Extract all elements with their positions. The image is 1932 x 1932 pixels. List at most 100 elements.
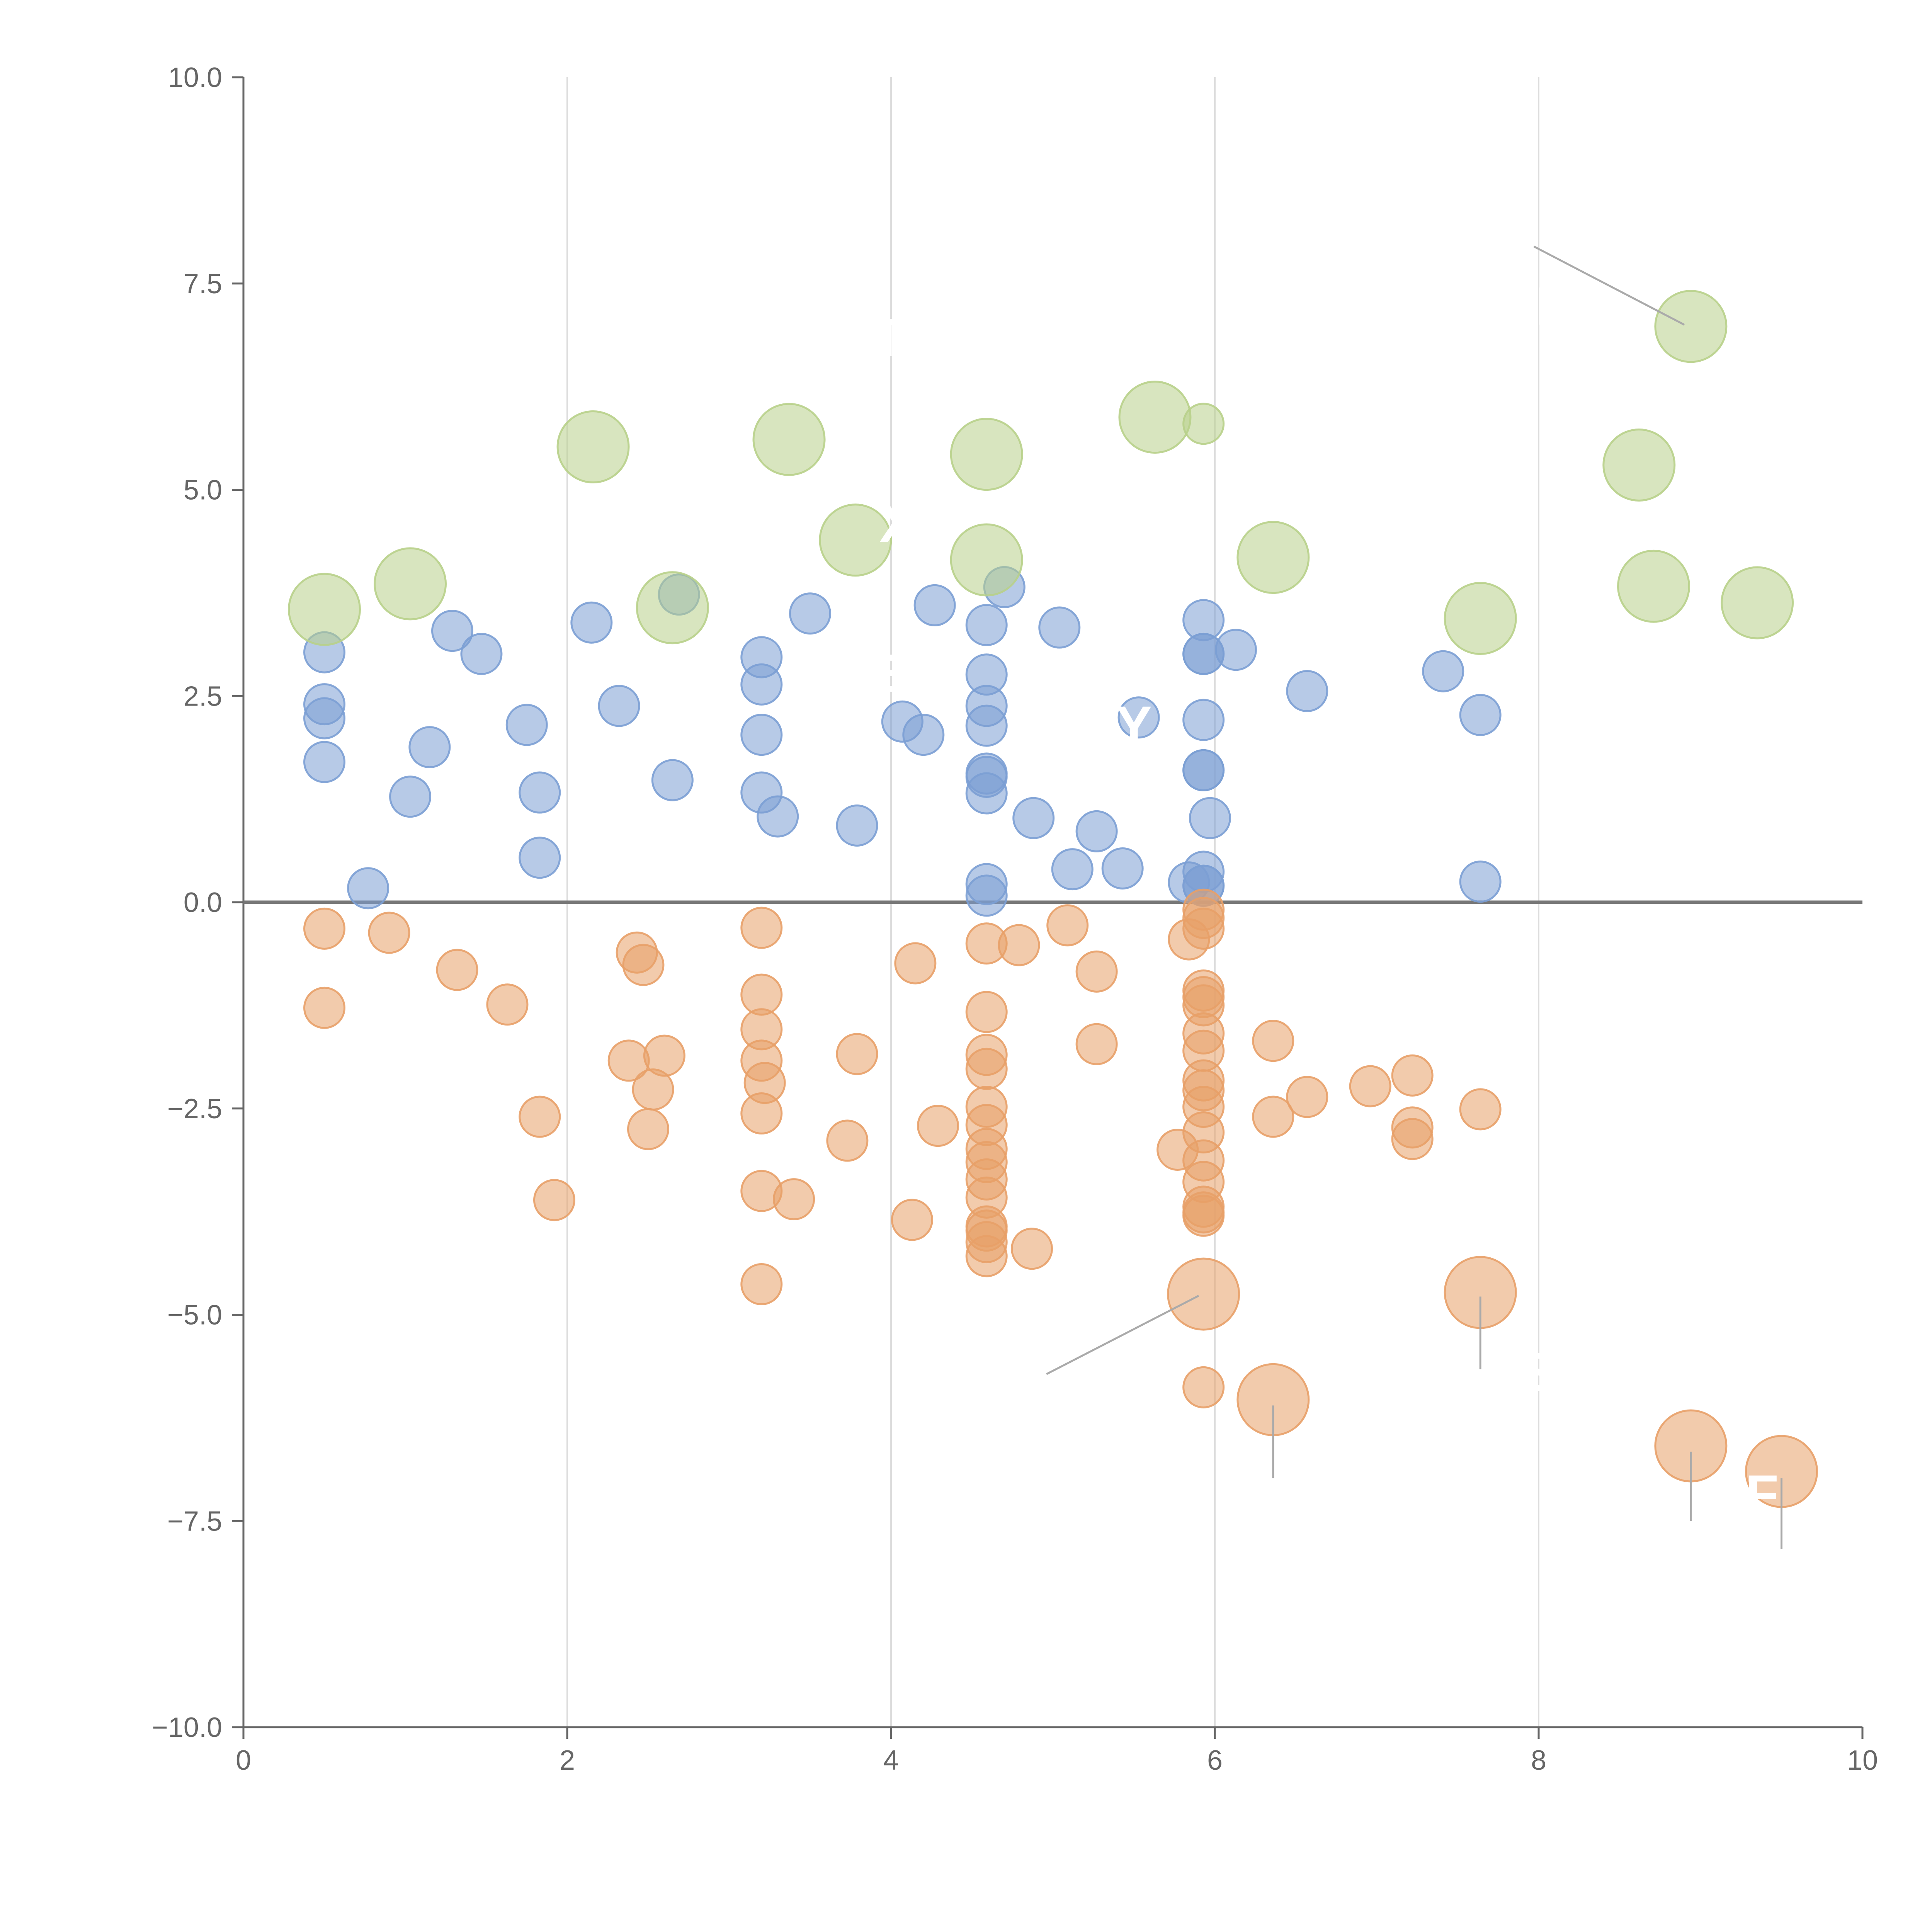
- blue-point: [902, 714, 945, 756]
- x-tick-label: 0: [236, 1745, 251, 1776]
- annotation-label: T: [871, 307, 905, 368]
- annotation-label: B: [1689, 607, 1728, 668]
- blue-point: [651, 759, 694, 801]
- green-big-point: [950, 523, 1023, 597]
- orange-point: [519, 1095, 561, 1138]
- blue-point: [519, 837, 561, 879]
- orange-point: [917, 1105, 959, 1147]
- orange-point: [436, 949, 478, 991]
- green-big-point: [1444, 582, 1517, 655]
- orange-point: [740, 1092, 783, 1135]
- blue-point: [740, 663, 783, 706]
- blue-point: [757, 795, 799, 838]
- annotation-label: I: [1525, 173, 1540, 233]
- orange-point: [1182, 1366, 1225, 1408]
- blue-point: [347, 867, 389, 910]
- blue-point: [789, 592, 831, 635]
- blue-point: [965, 704, 1008, 747]
- green-big-point: [752, 403, 826, 476]
- annotation-label: Y: [1116, 695, 1152, 755]
- blue-point: [965, 874, 1008, 917]
- orange-point: [627, 1108, 669, 1150]
- annotation-label: E: [873, 643, 909, 704]
- green-big-point: [1721, 566, 1794, 639]
- leader-line: [1533, 245, 1685, 326]
- leader-line: [1046, 1295, 1199, 1375]
- annotation-label: S: [1517, 1342, 1553, 1402]
- orange-point: [1252, 1095, 1294, 1138]
- orange-point: [533, 1179, 575, 1221]
- orange-point: [1286, 1076, 1328, 1118]
- blue-point: [1012, 797, 1055, 839]
- axes: −10.0 −7.5 −5.0 −2.5 0.0 2.5 5.0 7.5 10.0 0 2 4 6 8 10: [152, 62, 1878, 1776]
- blue-point: [1038, 606, 1081, 649]
- blue-point: [1286, 670, 1328, 712]
- annotation-leaders: [1046, 245, 1782, 1549]
- blue-point: [303, 697, 345, 740]
- x-tick-label: 10: [1847, 1745, 1878, 1776]
- x-tick-label: 6: [1207, 1745, 1223, 1776]
- annotation-label: G: [915, 493, 957, 553]
- orange-point: [740, 906, 783, 949]
- blue-point: [1422, 650, 1464, 692]
- orange-point: [826, 1119, 869, 1162]
- green-big-point: [950, 418, 1023, 491]
- y-tick-label: −10.0: [152, 1712, 222, 1743]
- orange-point: [1182, 1069, 1225, 1112]
- orange-point: [773, 1178, 815, 1221]
- y-tick-label: −5.0: [167, 1300, 222, 1331]
- blue-point: [1051, 848, 1094, 891]
- orange-point: [1075, 950, 1118, 993]
- green-big-point: [1236, 521, 1310, 594]
- blue-point: [1117, 696, 1160, 739]
- orange-point: [1182, 897, 1225, 939]
- blue-point: [965, 772, 1008, 815]
- orange-point: [1252, 1020, 1294, 1062]
- blue-point: [1182, 749, 1225, 791]
- orange-point: [622, 944, 665, 986]
- green-big-point: [556, 410, 630, 483]
- orange-point: [894, 942, 937, 985]
- annotation-label: X: [879, 493, 915, 553]
- x-tick-label: 8: [1531, 1745, 1546, 1776]
- orange-point: [1182, 1191, 1225, 1234]
- y-tick-label: −2.5: [167, 1094, 222, 1124]
- orange-point: [891, 1199, 933, 1241]
- blue-point: [1459, 694, 1502, 736]
- blue-point: [836, 804, 878, 847]
- blue-point: [740, 714, 783, 756]
- blue-point: [570, 601, 613, 644]
- blue-point: [1459, 861, 1502, 903]
- orange-point: [965, 1221, 1008, 1264]
- annotation-label: M: [1536, 276, 1581, 337]
- blue-point: [913, 584, 956, 626]
- blue-point: [965, 604, 1008, 646]
- blue-point: [1214, 629, 1257, 671]
- y-tick-label: 10.0: [168, 62, 222, 93]
- orange-point: [740, 1263, 783, 1306]
- blue-point: [1182, 699, 1225, 741]
- orange-point: [1046, 904, 1089, 947]
- orange-point: [1075, 1023, 1118, 1065]
- y-tick-label: −7.5: [167, 1506, 222, 1537]
- x-tick-label: 2: [560, 1745, 575, 1776]
- blue-point: [389, 776, 432, 818]
- green-big-point: [1654, 290, 1728, 363]
- blue-point: [431, 610, 474, 652]
- orange-point: [368, 912, 410, 954]
- orange-point: [1349, 1065, 1391, 1107]
- blue-point: [303, 741, 345, 783]
- blue-point: [505, 704, 548, 746]
- orange-point: [303, 986, 345, 1029]
- annotation-labels: X G M B D Y E S F I T: [362, 173, 1779, 1524]
- orange-point: [643, 1034, 685, 1077]
- orange-point: [303, 907, 345, 950]
- orange-point: [1182, 984, 1225, 1027]
- blue-point: [460, 633, 503, 675]
- orange-point: [836, 1033, 878, 1075]
- orange-point: [1391, 1118, 1434, 1160]
- blue-point: [1075, 810, 1118, 852]
- blue-point: [519, 771, 561, 814]
